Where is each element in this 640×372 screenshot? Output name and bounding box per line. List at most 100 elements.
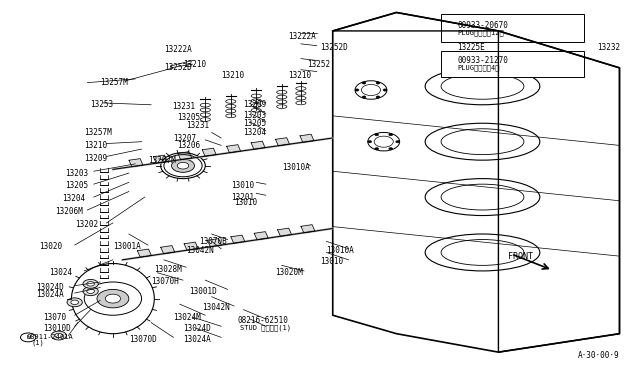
Polygon shape (161, 246, 175, 254)
Circle shape (83, 287, 99, 296)
Text: 13010: 13010 (231, 182, 254, 190)
Text: 13205: 13205 (177, 113, 200, 122)
Text: 13210: 13210 (183, 60, 206, 69)
Polygon shape (154, 155, 167, 163)
Polygon shape (301, 225, 315, 233)
Text: 13024D: 13024D (183, 324, 211, 333)
Polygon shape (207, 238, 221, 247)
Text: 13024A: 13024A (183, 335, 211, 344)
Text: N: N (26, 335, 30, 340)
Text: 13010D: 13010D (43, 324, 70, 333)
Circle shape (362, 96, 366, 98)
Text: 13252: 13252 (307, 60, 330, 69)
Text: 13024A: 13024A (36, 291, 64, 299)
Text: 13209: 13209 (244, 100, 267, 109)
Circle shape (376, 96, 380, 98)
Circle shape (368, 141, 372, 143)
Circle shape (396, 141, 399, 143)
Text: 13205: 13205 (65, 182, 88, 190)
Circle shape (87, 289, 95, 294)
Circle shape (362, 82, 366, 84)
Circle shape (67, 298, 83, 307)
Text: 13222A: 13222A (164, 45, 191, 54)
Polygon shape (231, 235, 245, 243)
Text: 13206M: 13206M (56, 207, 83, 217)
Text: 13203: 13203 (65, 169, 88, 177)
Text: 13201: 13201 (231, 193, 254, 202)
Text: 13070: 13070 (43, 312, 66, 321)
Text: 00933-20670: 00933-20670 (457, 21, 508, 30)
Polygon shape (138, 249, 152, 257)
Circle shape (105, 294, 120, 303)
Text: PLUGプラグ（4）: PLUGプラグ（4） (457, 65, 499, 71)
FancyBboxPatch shape (441, 51, 584, 77)
Text: 13253: 13253 (91, 100, 114, 109)
Circle shape (55, 333, 63, 338)
Circle shape (376, 82, 380, 84)
Circle shape (51, 331, 67, 340)
Circle shape (383, 89, 387, 91)
Text: 13028M: 13028M (154, 264, 182, 273)
Text: 13225E: 13225E (457, 43, 484, 52)
Circle shape (375, 148, 379, 150)
Polygon shape (129, 158, 143, 167)
Circle shape (97, 289, 129, 308)
Text: 13207: 13207 (173, 134, 196, 142)
Text: 13001D: 13001D (189, 287, 217, 296)
Polygon shape (202, 148, 216, 156)
Polygon shape (276, 138, 289, 146)
Text: 00933-21270: 00933-21270 (457, 56, 508, 65)
Polygon shape (227, 145, 241, 153)
Text: 13024D: 13024D (36, 283, 64, 292)
Text: 13070H: 13070H (151, 278, 179, 286)
FancyBboxPatch shape (441, 14, 584, 42)
Circle shape (355, 89, 359, 91)
Text: 13205: 13205 (244, 119, 267, 128)
Circle shape (389, 134, 393, 136)
Text: 13222A: 13222A (288, 32, 316, 41)
Text: 13010A: 13010A (282, 163, 310, 172)
Text: 13001A: 13001A (113, 243, 141, 251)
Text: 13042N: 13042N (186, 246, 214, 255)
Circle shape (172, 159, 195, 172)
Text: 13024: 13024 (49, 268, 72, 277)
Text: 13024M: 13024M (173, 312, 201, 321)
Text: 13210: 13210 (288, 71, 311, 80)
Text: 13010A: 13010A (326, 246, 354, 255)
Text: 13204: 13204 (62, 195, 85, 203)
Polygon shape (184, 242, 198, 250)
Polygon shape (254, 232, 268, 240)
Text: 13209: 13209 (84, 154, 108, 163)
Text: FRONT: FRONT (508, 251, 533, 261)
Text: 13202: 13202 (75, 220, 98, 229)
Text: 13204: 13204 (244, 128, 267, 137)
Polygon shape (178, 152, 192, 160)
Text: 13042N: 13042N (202, 303, 230, 312)
Text: 08911-2401A: 08911-2401A (27, 334, 74, 340)
Circle shape (375, 134, 379, 136)
Text: 13020M: 13020M (275, 268, 303, 277)
Text: 08216-62510: 08216-62510 (237, 316, 288, 325)
Circle shape (389, 148, 393, 150)
Text: A·30·00·9: A·30·00·9 (578, 350, 620, 359)
Polygon shape (278, 228, 292, 236)
Text: 13070B: 13070B (199, 237, 227, 246)
Text: 13010: 13010 (234, 198, 257, 207)
Text: 13257M: 13257M (100, 78, 128, 87)
Polygon shape (300, 134, 314, 142)
Text: 13020: 13020 (40, 243, 63, 251)
Text: (1): (1) (32, 340, 45, 346)
Text: PLUGプラグ（12）: PLUGプラグ（12） (457, 29, 504, 36)
Text: 13207M: 13207M (148, 155, 176, 165)
Text: 13252D: 13252D (164, 63, 191, 72)
Text: 13203: 13203 (244, 111, 267, 121)
Circle shape (87, 282, 95, 286)
Text: STUD スタッド(1): STUD スタッド(1) (241, 325, 291, 331)
Text: 13232: 13232 (597, 43, 620, 52)
Text: 13210: 13210 (221, 71, 244, 80)
Circle shape (71, 300, 79, 305)
Polygon shape (251, 141, 265, 149)
Text: 13231: 13231 (186, 121, 209, 129)
Text: 13257M: 13257M (84, 128, 112, 137)
Text: 13231: 13231 (172, 102, 195, 111)
